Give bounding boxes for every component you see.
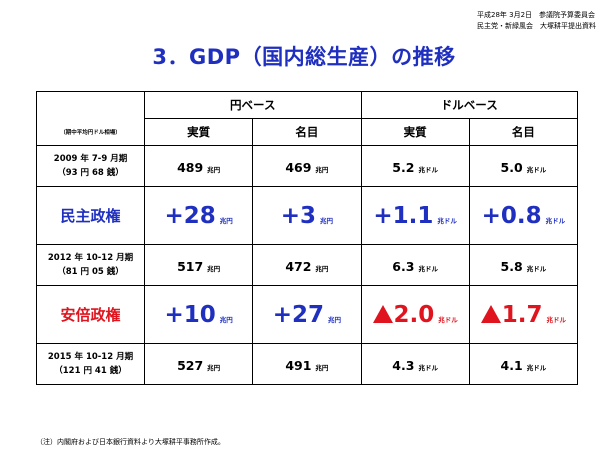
value: 4.3 [392, 357, 415, 373]
unit: 兆ドル [545, 216, 566, 225]
value: 2.0 [393, 301, 435, 328]
header-nominal-yen: 名目 [252, 118, 362, 146]
value: 517 [177, 258, 204, 274]
decrease-triangle-icon [372, 304, 393, 323]
unit: 兆円 [315, 165, 329, 174]
unit: 兆円 [219, 216, 233, 225]
header-nominal-dollar: 名目 [468, 118, 579, 146]
row-label-2012-rate: （81 円 05 銭） [57, 267, 124, 277]
row-label-abe: 安倍政権 [36, 285, 145, 344]
unit: 兆ドル [418, 363, 438, 372]
value: +28 [164, 202, 216, 229]
unit: 兆ドル [437, 216, 457, 225]
header-note-line2: 民主党・新緑風会 大塚耕平提出資料 [477, 22, 596, 30]
table-row-2012: 2012 年 10-12 月期 （81 円 05 銭） 517 兆円 472 兆円 … [36, 244, 579, 286]
cell-2009-real-yen: 489 兆円 [143, 145, 254, 187]
cell-2009-nominal-dollar: 5.0 兆ドル [468, 145, 579, 187]
header-note: 平成28年 3月2日 参議院予算委員会 民主党・新緑風会 大塚耕平提出資料 [477, 10, 596, 32]
unit: 兆円 [315, 264, 329, 273]
value: 5.0 [500, 159, 523, 175]
value: +10 [164, 301, 216, 328]
unit: 兆円 [315, 363, 329, 372]
value: 5.8 [500, 258, 523, 274]
header-yen-base: 円ベース [144, 91, 362, 119]
cell-dpj-real-yen: +28 兆円 [143, 186, 254, 245]
unit: 兆円 [219, 315, 233, 324]
table-row-abe: 安倍政権 +10 兆円 +27 兆円 2.0 兆ドル 1.7 兆ドル [36, 285, 579, 344]
table-row-2015: 2015 年 10-12 月期 （121 円 41 銭） 527 兆円 491 兆円… [36, 343, 579, 385]
cell-dpj-nominal-yen: +3 兆円 [252, 186, 362, 245]
row-label-2012: 2012 年 10-12 月期 （81 円 05 銭） [36, 244, 145, 286]
value: 489 [177, 159, 204, 175]
unit: 兆ドル [438, 315, 458, 324]
unit: 兆ドル [546, 315, 567, 324]
row-label-2009-rate: （93 円 68 銭） [57, 168, 124, 178]
unit: 兆円 [207, 165, 221, 174]
cell-2015-nominal-dollar: 4.1 兆ドル [468, 343, 579, 385]
unit: 兆円 [207, 363, 221, 372]
row-label-2015-period: 2015 年 10-12 月期 [47, 352, 134, 362]
row-label-2012-period: 2012 年 10-12 月期 [47, 253, 134, 263]
header-real-yen: 実質 [143, 118, 254, 146]
value: 4.1 [500, 357, 523, 373]
cell-abe-real-yen: +10 兆円 [143, 285, 254, 344]
header-note-line1: 平成28年 3月2日 参議院予算委員会 [477, 11, 596, 19]
table-row-dpj: 民主政権 +28 兆円 +3 兆円 +1.1 兆ドル +0.8 兆ドル [36, 186, 579, 245]
cell-2015-real-dollar: 4.3 兆ドル [360, 343, 470, 385]
cell-2009-real-dollar: 5.2 兆ドル [360, 145, 470, 187]
value: +0.8 [481, 202, 542, 229]
abe-label: 安倍政権 [60, 306, 121, 324]
cell-2012-nominal-dollar: 5.8 兆ドル [468, 244, 579, 286]
cell-2015-real-yen: 527 兆円 [143, 343, 254, 385]
unit: 兆ドル [418, 264, 438, 273]
cell-dpj-nominal-dollar: +0.8 兆ドル [468, 186, 579, 245]
cell-dpj-real-dollar: +1.1 兆ドル [360, 186, 470, 245]
unit: 兆ドル [526, 363, 547, 372]
row-label-2009: 2009 年 7-9 月期 （93 円 68 銭） [36, 145, 145, 187]
value: 527 [177, 357, 204, 373]
unit: 兆円 [207, 264, 221, 273]
value: 5.2 [392, 159, 415, 175]
value: 472 [285, 258, 312, 274]
dpj-label: 民主政権 [60, 207, 121, 225]
decrease-triangle-icon [480, 304, 501, 323]
footnote: （注）内閣府および日本銀行資料より大塚耕平事務所作成。 [36, 438, 225, 446]
table-header-column-row: （期中平均円ドル相場） 実質 名目 実質 名目 [36, 118, 579, 146]
table-row-2009: 2009 年 7-9 月期 （93 円 68 銭） 489 兆円 469 兆円 5.… [36, 145, 579, 187]
header-avg-rate-note: （期中平均円ドル相場） [36, 118, 145, 146]
table-header-group-row: 円ベース ドルベース [36, 91, 578, 119]
unit: 兆ドル [526, 165, 547, 174]
header-blank-cell [36, 91, 145, 119]
cell-2012-nominal-yen: 472 兆円 [252, 244, 362, 286]
value: +27 [272, 301, 325, 328]
value: 491 [285, 357, 312, 373]
gdp-table: 円ベース ドルベース （期中平均円ドル相場） 実質 名目 実質 名目 2009 … [36, 91, 579, 385]
cell-2012-real-dollar: 6.3 兆ドル [360, 244, 470, 286]
unit: 兆円 [320, 216, 334, 225]
value: +1.1 [373, 202, 434, 229]
header-real-dollar: 実質 [360, 118, 470, 146]
cell-abe-real-dollar: 2.0 兆ドル [360, 285, 470, 344]
cell-abe-nominal-yen: +27 兆円 [252, 285, 362, 344]
value: 469 [285, 159, 312, 175]
unit: 兆円 [328, 315, 342, 324]
cell-abe-nominal-dollar: 1.7 兆ドル [468, 285, 579, 344]
cell-2015-nominal-yen: 491 兆円 [252, 343, 362, 385]
cell-2009-nominal-yen: 469 兆円 [252, 145, 362, 187]
header-dollar-base: ドルベース [360, 91, 578, 119]
row-label-dpj: 民主政権 [36, 186, 145, 245]
row-label-2009-period: 2009 年 7-9 月期 [53, 154, 128, 164]
value: +3 [280, 202, 317, 229]
page-title: 3．GDP（国内総生産）の推移 [152, 45, 456, 69]
unit: 兆ドル [526, 264, 547, 273]
cell-2012-real-yen: 517 兆円 [143, 244, 254, 286]
value: 1.7 [501, 301, 543, 328]
row-label-2015-rate: （121 円 41 銭） [54, 366, 127, 376]
unit: 兆ドル [418, 165, 438, 174]
row-label-2015: 2015 年 10-12 月期 （121 円 41 銭） [36, 343, 145, 385]
value: 6.3 [392, 258, 415, 274]
